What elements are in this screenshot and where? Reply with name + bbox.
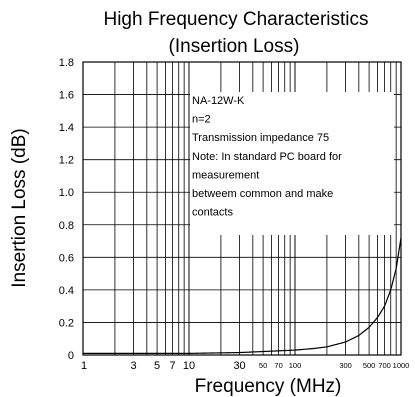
chart-title-line1: High Frequency Characteristics bbox=[103, 9, 368, 30]
y-tick-label: 1.4 bbox=[59, 122, 74, 134]
y-tick-label: 1.6 bbox=[59, 90, 74, 102]
x-tick-label: 30 bbox=[233, 360, 245, 372]
x-tick-label: 3 bbox=[131, 360, 137, 372]
annotation-line: Note: In standard PC board for bbox=[192, 151, 342, 163]
annotation-line: Transmission impedance 75 bbox=[192, 132, 329, 144]
x-tick-label: 100 bbox=[289, 361, 302, 370]
x-tick-label: 500 bbox=[363, 361, 376, 370]
x-tick-label: 1 bbox=[81, 360, 87, 372]
annotation-line: n=2 bbox=[192, 114, 211, 126]
chart-title-line2: (Insertion Loss) bbox=[169, 36, 300, 57]
x-axis-title: Frequency (MHz) bbox=[195, 376, 342, 397]
annotation-text: NA-12W-K n=2 Transmission impedance 75 Note… bbox=[192, 95, 342, 219]
y-tick-label: 1.8 bbox=[59, 57, 74, 69]
y-tick-label: 0.8 bbox=[59, 220, 74, 232]
x-tick-label: 7 bbox=[170, 360, 176, 372]
x-tick-labels: 1 3 5 7 10 30 50 70 100 300 500 700 1000 bbox=[81, 360, 409, 372]
y-axis-title: Insertion Loss (dB) bbox=[9, 128, 30, 287]
y-tick-labels: 0 0.2 0.4 0.6 0.8 1.0 1.2 1.4 1.6 1.8 bbox=[59, 57, 74, 362]
annotation-line: betweem common and make bbox=[192, 188, 333, 200]
x-tick-label: 10 bbox=[183, 360, 195, 372]
y-tick-label: 0.4 bbox=[59, 285, 74, 297]
annotation-line: measurement bbox=[192, 169, 259, 181]
plot-frame bbox=[82, 61, 402, 356]
series-line bbox=[83, 237, 402, 354]
y-tick-label: 0.2 bbox=[59, 317, 74, 329]
y-tick-label: 1.2 bbox=[59, 155, 74, 167]
x-tick-label: 70 bbox=[274, 361, 282, 370]
x-tick-label: 50 bbox=[259, 361, 267, 370]
annotation-line: NA-12W-K bbox=[192, 95, 245, 107]
annotation-box bbox=[190, 92, 394, 235]
y-tick-label: 0 bbox=[68, 350, 74, 362]
annotation-line: contacts bbox=[192, 207, 233, 219]
x-tick-label: 1000 bbox=[393, 361, 410, 370]
y-tick-label: 0.6 bbox=[59, 252, 74, 264]
y-tick-label: 1.0 bbox=[59, 187, 74, 199]
x-tick-label: 700 bbox=[378, 361, 391, 370]
x-tick-label: 5 bbox=[154, 360, 160, 372]
x-tick-label: 300 bbox=[339, 361, 352, 370]
